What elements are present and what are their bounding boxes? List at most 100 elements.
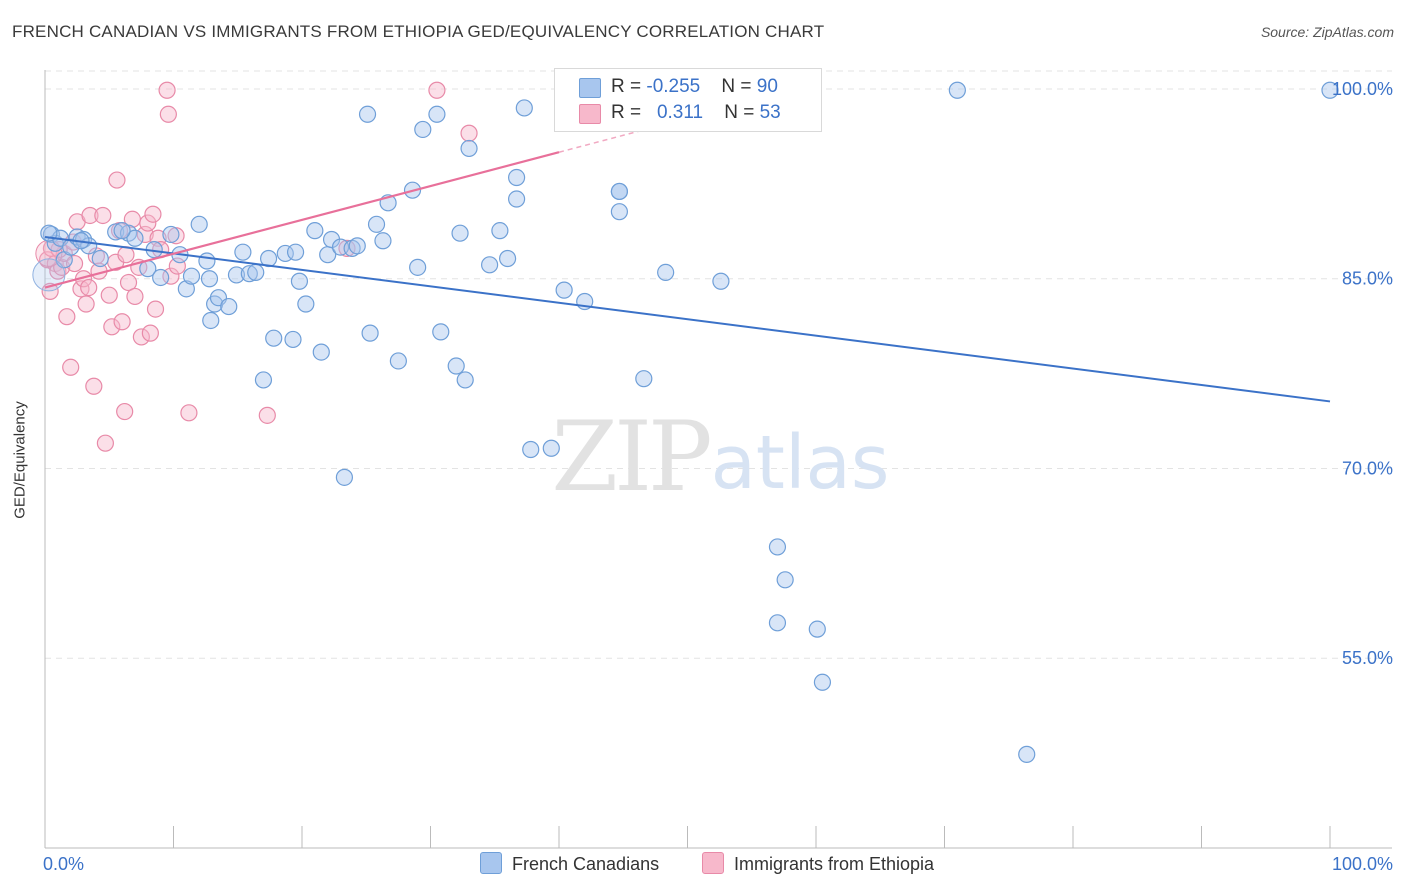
- chart-title: FRENCH CANADIAN VS IMMIGRANTS FROM ETHIO…: [12, 22, 825, 41]
- french-canadian-point: [265, 329, 283, 347]
- french-canadian-point: [414, 120, 432, 139]
- x-tick-label: 0.0%: [43, 854, 84, 874]
- ethiopia-point: [113, 313, 131, 331]
- french-canadian-point: [1018, 745, 1036, 763]
- french-canadian-point: [240, 265, 258, 283]
- ethiopia-point: [58, 308, 76, 326]
- french-canadian-point: [200, 270, 219, 288]
- french-canadian-point: [507, 190, 526, 208]
- french-canadian-point: [768, 614, 787, 632]
- french-canadian-point: [447, 357, 465, 375]
- ethiopia-point: [180, 404, 198, 422]
- french-canadian-trend-line: [44, 235, 1331, 403]
- french-canadian-point: [284, 330, 302, 349]
- y-tick-label: 70.0%: [1342, 458, 1393, 478]
- french-canadian-point: [62, 238, 80, 256]
- french-canadian-point: [813, 673, 832, 691]
- ethiopia-point: [62, 358, 80, 376]
- ethiopia-point: [103, 318, 121, 336]
- y-tick-label: 85.0%: [1342, 269, 1393, 289]
- ethiopia-point: [117, 246, 135, 264]
- legend-r-label: R =: [611, 76, 647, 97]
- french-canadian-point: [227, 266, 246, 284]
- source-label: Source: ZipAtlas.com: [1260, 24, 1394, 40]
- legend-r-label: R =: [611, 102, 647, 123]
- french-canadian-point: [91, 249, 109, 268]
- french-canadian-point: [712, 272, 730, 290]
- bottom-legend-label-pink: Immigrants from Ethiopia: [734, 854, 935, 874]
- legend-swatch-blue: [579, 78, 601, 98]
- ethiopia-point: [100, 286, 118, 304]
- french-canadian-point: [610, 182, 628, 201]
- french-canadian-point: [177, 280, 195, 298]
- ethiopia-point: [81, 206, 99, 225]
- axes: [44, 70, 1392, 849]
- grid-lines: [45, 70, 1392, 659]
- french-canadian-point: [290, 272, 309, 290]
- french-canadian-point: [657, 263, 675, 282]
- ethiopia-point: [338, 239, 356, 257]
- watermark-atlas: atlas: [711, 420, 890, 506]
- french-canadian-point: [776, 571, 794, 589]
- watermark: ZIP atlas: [551, 401, 889, 513]
- trend-lines: [44, 127, 1331, 403]
- y-tick-label: 55.0%: [1342, 648, 1393, 668]
- french-canadian-cluster-point: [32, 258, 66, 292]
- x-tick-label: 100.0%: [1332, 854, 1393, 874]
- ethiopia-point: [158, 81, 176, 99]
- legend-r-value: 0.311: [656, 102, 704, 123]
- french-canadian-point: [358, 105, 377, 123]
- french-canadian-point: [555, 281, 573, 299]
- french-canadian-point: [491, 222, 509, 240]
- ethiopia-point: [96, 434, 114, 452]
- french-canadian-point: [499, 249, 517, 268]
- french-canadian-point: [198, 252, 216, 270]
- french-canadian-point: [306, 222, 324, 240]
- french-canadian-point: [286, 243, 305, 261]
- french-canadian-point: [808, 620, 826, 638]
- ethiopia-point: [258, 406, 276, 424]
- french-canadian-point: [297, 295, 315, 313]
- series-french-canadian-points: [32, 81, 1339, 763]
- french-canadian-point: [768, 538, 787, 556]
- ethiopia-point: [94, 206, 112, 225]
- legend-r-value: -0.255: [646, 76, 701, 97]
- bottom-legend-french-canadians: French Canadians: [480, 852, 659, 875]
- tick-labels: 55.0% 70.0% 85.0% 100.0% 0.0% 100.0%: [43, 79, 1393, 874]
- y-tick-label: 100.0%: [1332, 79, 1393, 99]
- french-canadian-point: [432, 323, 450, 341]
- french-canadian-point: [456, 371, 474, 389]
- french-canadian-point: [254, 371, 273, 389]
- french-canadian-point: [428, 105, 446, 123]
- french-canadian-point: [515, 99, 533, 117]
- ethiopia-point: [139, 214, 157, 232]
- ethiopia-point: [108, 171, 126, 189]
- bottom-legend-label-blue: French Canadians: [512, 854, 660, 874]
- french-canadian-point: [409, 258, 427, 276]
- french-canadian-point: [522, 440, 540, 459]
- ethiopia-point: [119, 273, 138, 292]
- ethiopia-point: [146, 300, 165, 318]
- french-canadian-point: [126, 229, 144, 247]
- legend-n-value: 53: [759, 102, 781, 123]
- french-canadian-point: [162, 225, 180, 244]
- legend-swatch-pink: [579, 104, 601, 124]
- correlation-legend: R = -0.255 N = 90 R = 0.311 N = 53: [554, 68, 822, 132]
- french-canadian-point: [182, 267, 201, 285]
- french-canadian-point: [542, 439, 560, 457]
- ethiopia-point: [428, 81, 446, 99]
- legend-n-label: N =: [724, 102, 760, 123]
- french-canadian-point: [507, 168, 526, 187]
- bottom-legend-swatch-blue: [480, 852, 502, 874]
- french-canadian-point: [451, 224, 469, 242]
- french-canadian-point: [948, 81, 966, 99]
- french-canadian-point: [1321, 81, 1339, 99]
- french-canadian-point: [348, 237, 366, 255]
- ethiopia-point: [141, 324, 159, 342]
- french-canadian-point: [367, 215, 386, 233]
- french-canadian-point: [389, 352, 407, 370]
- ethiopia-point: [116, 402, 134, 421]
- watermark-zip: ZIP: [551, 401, 710, 513]
- french-canadian-point: [481, 256, 499, 274]
- ethiopia-point: [126, 287, 144, 306]
